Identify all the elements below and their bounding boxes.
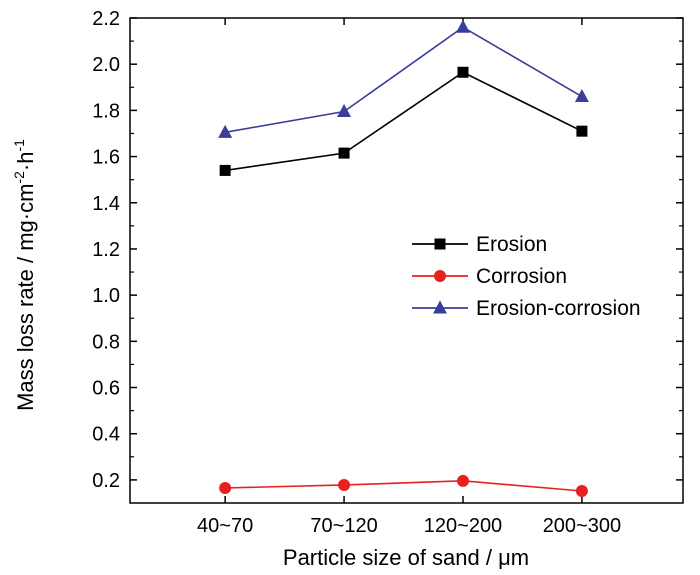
y-axis-title-base: Mass loss rate / mg·cm — [13, 184, 38, 411]
data-point — [575, 484, 588, 497]
data-point — [338, 478, 351, 491]
data-point — [455, 19, 470, 33]
x-tick-label: 40~70 — [197, 515, 253, 537]
data-point — [218, 124, 233, 138]
x-tick-label: 120~200 — [424, 515, 502, 537]
y-tick-label: 0.8 — [92, 331, 120, 353]
legend-entry: Corrosion — [412, 265, 567, 288]
chart-series — [218, 19, 589, 497]
y-tick-label: 1.6 — [92, 147, 120, 169]
data-point — [456, 474, 469, 487]
y-tick-label: 0.2 — [92, 470, 120, 492]
series-erosion — [219, 66, 588, 176]
data-point — [574, 89, 589, 103]
y-tick-label: 0.4 — [92, 424, 120, 446]
legend-entry: Erosion — [412, 233, 547, 256]
plot-frame — [129, 17, 684, 504]
y-tick-label: 1.2 — [92, 239, 120, 261]
x-tick-label: 200~300 — [543, 515, 621, 537]
y-tick-label: 0.6 — [92, 378, 120, 400]
y-axis-title-sup2: -1 — [11, 139, 27, 152]
series-erosion-corrosion — [218, 19, 589, 138]
y-tick-label: 2.0 — [92, 54, 120, 76]
legend-marker — [434, 270, 446, 282]
legend-label: Corrosion — [476, 265, 567, 288]
legend-marker — [433, 300, 447, 314]
data-point — [337, 104, 352, 118]
y-tick-label: 1.4 — [92, 193, 120, 215]
y-tick-label: 1.0 — [92, 285, 120, 307]
series-line — [225, 480, 582, 492]
y-tick-label: 1.8 — [92, 100, 120, 122]
y-axis-title-mid: ·h — [13, 152, 38, 172]
legend-entry: Erosion-corrosion — [412, 297, 641, 320]
y-axis-title-sup1: -2 — [11, 171, 27, 184]
legend-label: Erosion — [476, 233, 547, 256]
legend: Erosion Corrosion Erosion-corrosion — [412, 233, 641, 320]
data-point — [219, 164, 231, 176]
tick-labels: 0.2 0.4 0.6 0.8 1.0 1.2 1.4 1.6 1.8 2.0 2.2 40~70 70… — [92, 8, 621, 537]
series-line — [225, 26, 583, 134]
series-line — [225, 71, 583, 172]
data-point — [219, 481, 232, 494]
data-point — [338, 147, 350, 159]
legend-label: Erosion-corrosion — [476, 297, 641, 320]
axis-ticks — [130, 17, 683, 503]
legend-marker — [434, 238, 446, 250]
y-tick-label: 2.2 — [92, 8, 120, 30]
data-point — [457, 66, 469, 78]
y-axis-title: Mass loss rate / mg·cm-2·h-1 — [11, 139, 38, 411]
x-tick-label: 70~120 — [310, 515, 377, 537]
series-corrosion — [219, 474, 588, 497]
x-axis-title: Particle size of sand / μm — [283, 545, 529, 570]
data-point — [576, 125, 588, 137]
